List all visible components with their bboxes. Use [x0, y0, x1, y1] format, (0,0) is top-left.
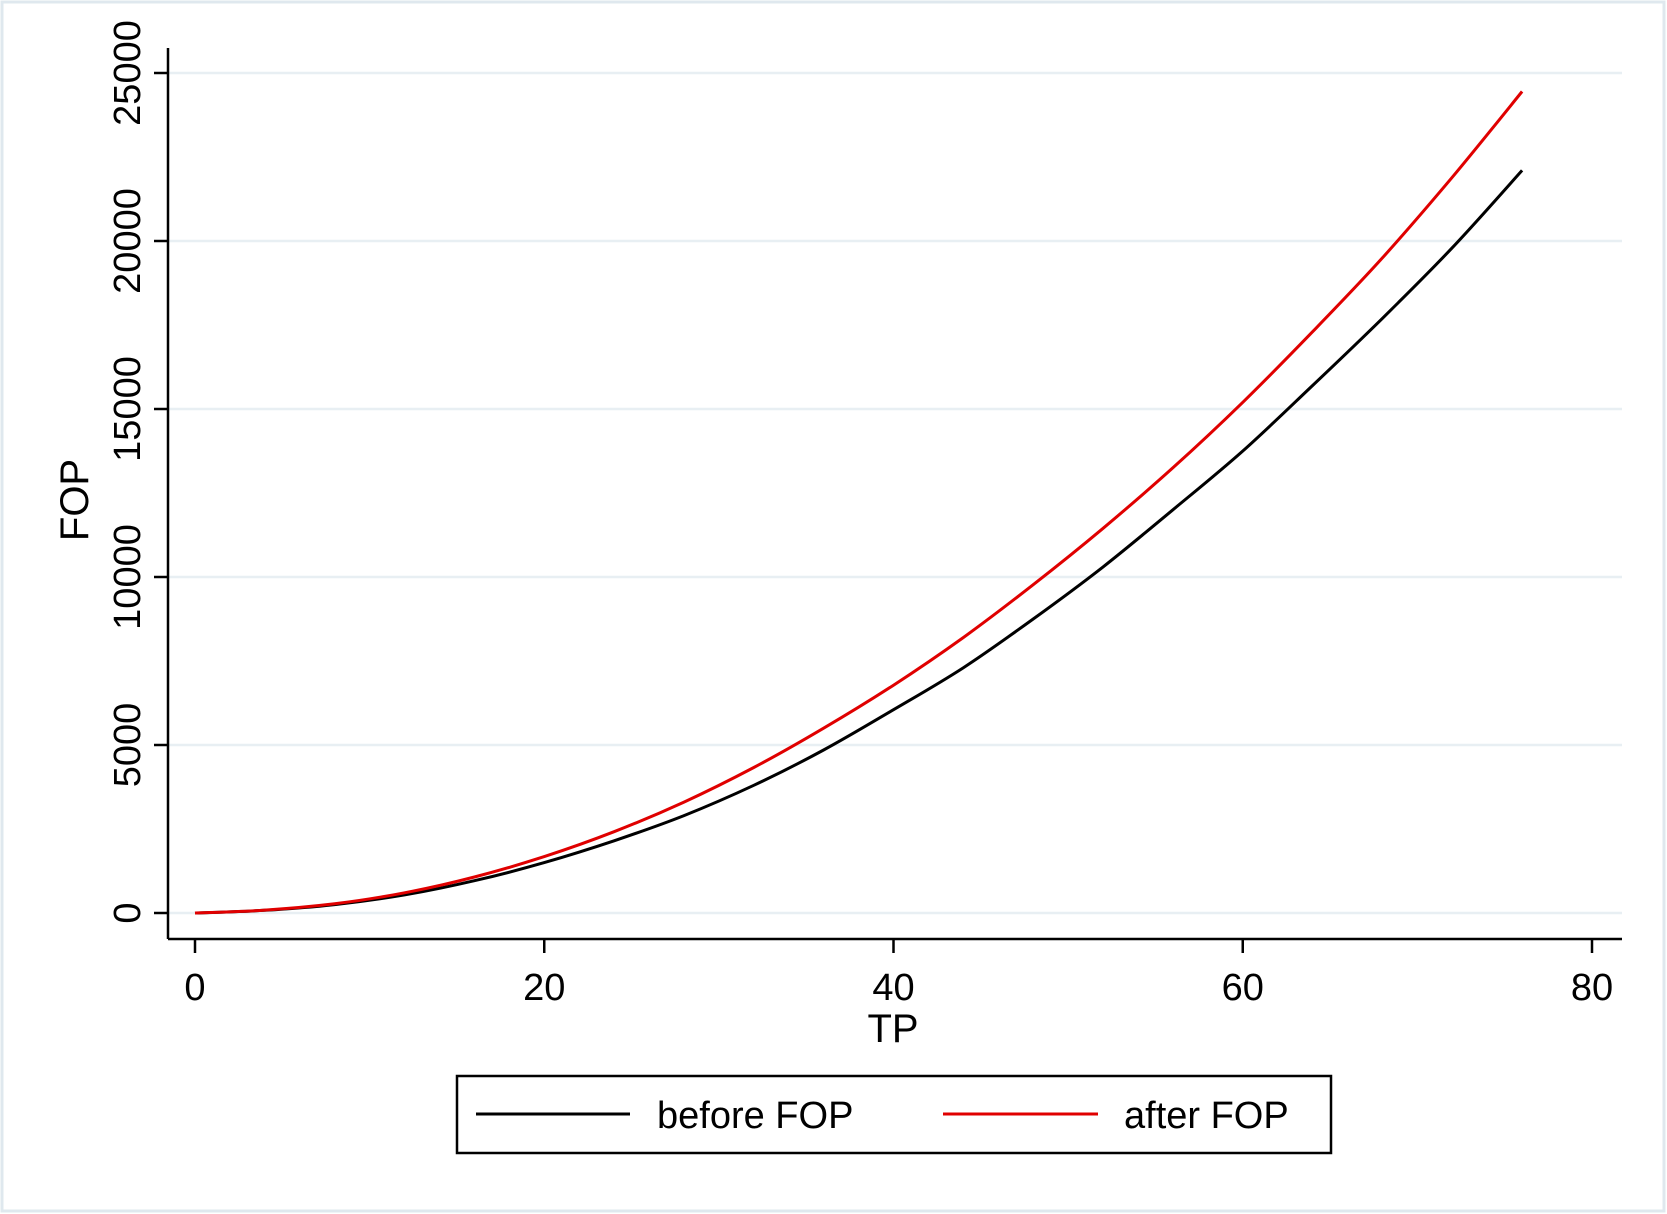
y-axis-title: FOP [53, 459, 97, 541]
legend-label-after: after FOP [1124, 1095, 1289, 1137]
x-ticks: 0 20 40 60 80 [184, 939, 1613, 1009]
x-tick-label-60: 60 [1222, 967, 1264, 1009]
y-tick-label-20000: 20000 [107, 188, 149, 294]
y-tick-label-0: 0 [107, 902, 149, 923]
x-tick-label-0: 0 [184, 967, 205, 1009]
gridlines [168, 71, 1622, 915]
y-tick-label-25000: 25000 [107, 20, 149, 126]
x-tick-label-20: 20 [523, 967, 565, 1009]
x-axis-title: TP [867, 1007, 918, 1051]
legend: before FOP after FOP [455, 1074, 1333, 1155]
y-tick-label-10000: 10000 [107, 524, 149, 630]
axes [166, 48, 1622, 941]
y-tick-label-15000: 15000 [107, 356, 149, 462]
x-tick-label-40: 40 [872, 967, 914, 1009]
x-tick-label-80: 80 [1571, 967, 1613, 1009]
y-tick-label-5000: 5000 [107, 703, 149, 788]
series-line-after-fop [194, 90, 1524, 915]
series-line-before-fop [194, 169, 1524, 915]
legend-label-before: before FOP [657, 1095, 853, 1137]
y-ticks: 0 5000 10000 15000 20000 25000 [107, 20, 168, 924]
series-lines [194, 90, 1524, 915]
